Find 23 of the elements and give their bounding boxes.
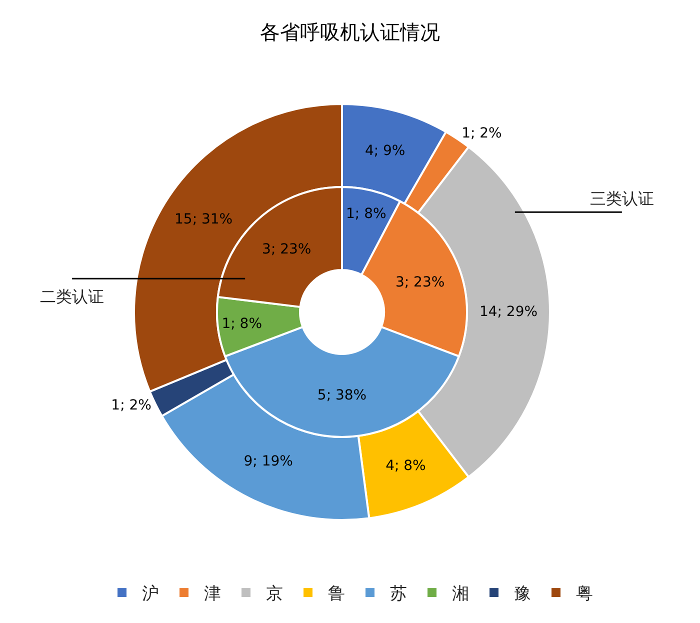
- legend-label: 京: [266, 584, 283, 604]
- data-label: 15; 31%: [174, 212, 233, 228]
- data-label: 1; 8%: [346, 206, 386, 222]
- legend-label: 津: [204, 584, 221, 604]
- data-label: 14; 29%: [479, 304, 538, 320]
- data-label: 4; 8%: [386, 458, 426, 474]
- legend-label: 沪: [142, 584, 159, 604]
- legend-label: 豫: [514, 584, 531, 604]
- legend-label: 湘: [452, 584, 469, 604]
- data-label: 1; 2%: [111, 398, 152, 414]
- slice-label: 二类认证: [40, 287, 104, 306]
- chart-title: 各省呼吸机认证情况: [260, 20, 440, 44]
- legend-label: 苏: [390, 584, 407, 604]
- slice-label: 三类认证: [590, 189, 654, 208]
- data-label: 4; 9%: [364, 143, 406, 160]
- legend-label: 鲁: [328, 584, 345, 604]
- data-label: 3; 23%: [262, 242, 312, 258]
- data-label: 1; 8%: [222, 316, 262, 332]
- data-label: 1; 2%: [462, 126, 502, 142]
- legend-label: 粤: [576, 584, 593, 604]
- data-label: 3; 23%: [395, 274, 445, 290]
- data-label: 5; 38%: [317, 388, 367, 404]
- data-label: 9; 19%: [244, 453, 293, 470]
